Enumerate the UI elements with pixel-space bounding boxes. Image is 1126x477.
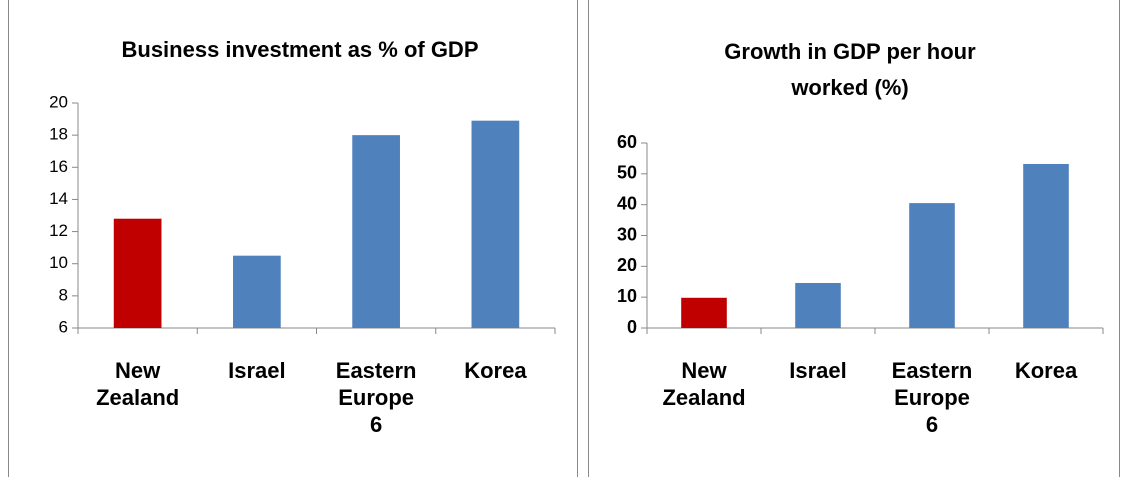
y-tick-label: 10	[617, 286, 637, 306]
y-tick-label: 8	[59, 285, 68, 304]
chart-title: Growth in GDP per hour worked (%)	[724, 39, 976, 100]
y-tick-label: 20	[49, 92, 68, 111]
bar	[795, 282, 841, 328]
y-tick-label: 0	[627, 317, 637, 337]
x-tick-label: Korea	[464, 358, 527, 383]
y-tick-label: 40	[617, 193, 637, 213]
chart-title: Business investment as % of GDP	[121, 37, 479, 62]
x-tick-label: Eastern Europe 6	[891, 358, 973, 437]
y-tick-label: 30	[617, 224, 637, 244]
x-tick-label: Israel	[789, 358, 847, 383]
x-tick-label: Korea	[1014, 358, 1078, 383]
y-tick-label: 14	[49, 189, 68, 208]
y-tick-label: 16	[49, 157, 68, 176]
x-tick-label: New Zealand	[662, 358, 746, 410]
bar	[471, 120, 520, 328]
y-tick-label: 6	[59, 317, 68, 336]
bar	[909, 203, 955, 328]
bar	[113, 218, 162, 328]
y-tick-label: 50	[617, 163, 637, 183]
bar	[1023, 163, 1069, 328]
y-tick-label: 12	[49, 221, 68, 240]
x-tick-label: Eastern Europe 6	[335, 358, 417, 437]
y-tick-label: 10	[49, 253, 68, 272]
x-tick-label: New Zealand	[96, 358, 180, 410]
x-tick-label: Israel	[228, 358, 286, 383]
y-tick-label: 20	[617, 255, 637, 275]
bar	[233, 255, 281, 328]
y-tick-label: 60	[617, 132, 637, 152]
bar	[352, 135, 400, 328]
bar	[681, 297, 727, 328]
y-tick-label: 18	[49, 125, 68, 144]
